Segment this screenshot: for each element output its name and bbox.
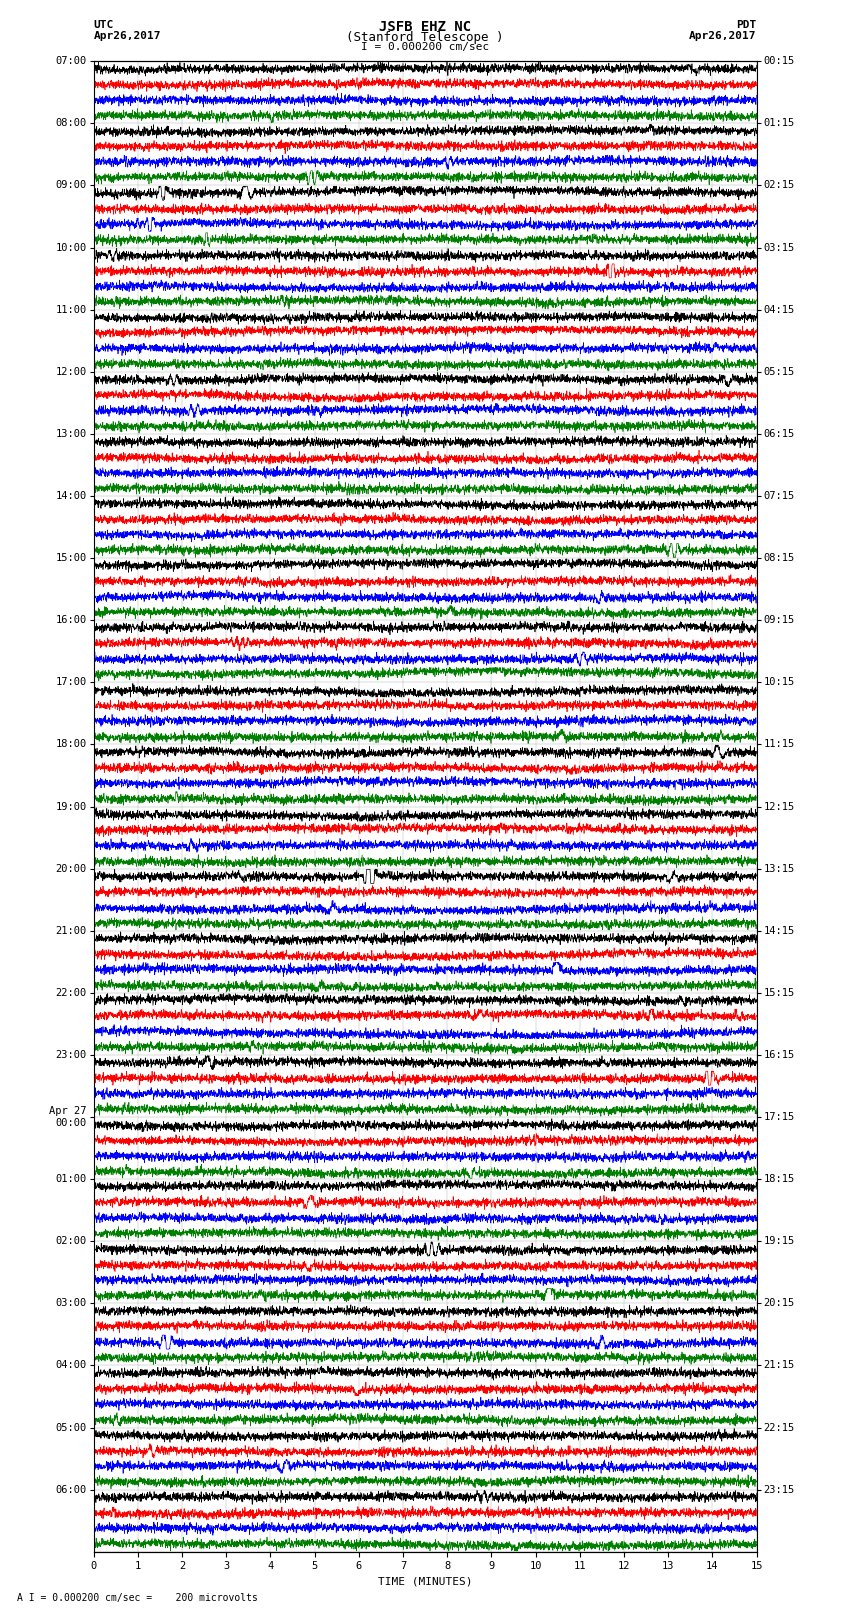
- X-axis label: TIME (MINUTES): TIME (MINUTES): [377, 1578, 473, 1587]
- Text: PDT: PDT: [736, 19, 756, 31]
- Text: I = 0.000200 cm/sec: I = 0.000200 cm/sec: [361, 42, 489, 52]
- Text: A I = 0.000200 cm/sec =    200 microvolts: A I = 0.000200 cm/sec = 200 microvolts: [17, 1594, 258, 1603]
- Text: Apr26,2017: Apr26,2017: [689, 31, 756, 40]
- Text: JSFB EHZ NC: JSFB EHZ NC: [379, 19, 471, 34]
- Text: Apr26,2017: Apr26,2017: [94, 31, 161, 40]
- Text: (Stanford Telescope ): (Stanford Telescope ): [346, 31, 504, 44]
- Text: UTC: UTC: [94, 19, 114, 31]
